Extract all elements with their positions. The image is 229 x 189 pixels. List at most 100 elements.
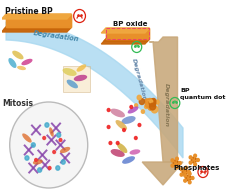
Circle shape	[181, 169, 187, 175]
Circle shape	[151, 102, 154, 105]
Ellipse shape	[129, 149, 140, 155]
Ellipse shape	[76, 64, 86, 72]
Circle shape	[190, 177, 193, 180]
Circle shape	[145, 101, 150, 108]
Circle shape	[188, 156, 191, 159]
Circle shape	[107, 125, 109, 129]
Circle shape	[149, 99, 155, 107]
Bar	[105, 28, 149, 39]
Polygon shape	[101, 39, 149, 44]
Text: Degradation: Degradation	[164, 83, 168, 127]
Ellipse shape	[66, 80, 78, 88]
Circle shape	[139, 99, 144, 105]
Circle shape	[149, 100, 152, 103]
Circle shape	[188, 172, 190, 175]
Ellipse shape	[110, 149, 124, 157]
Text: Pristine BP: Pristine BP	[5, 8, 52, 16]
Circle shape	[57, 133, 60, 137]
Circle shape	[149, 103, 155, 110]
Polygon shape	[105, 28, 149, 39]
Circle shape	[107, 108, 109, 112]
Circle shape	[146, 98, 153, 106]
Ellipse shape	[33, 159, 43, 165]
Circle shape	[170, 164, 173, 167]
Text: Mitosis: Mitosis	[2, 98, 33, 108]
Polygon shape	[4, 27, 71, 29]
Circle shape	[56, 166, 60, 170]
Polygon shape	[6, 22, 182, 158]
Text: BP
quantum dot: BP quantum dot	[180, 88, 225, 100]
Circle shape	[183, 179, 186, 182]
Ellipse shape	[127, 106, 138, 114]
Circle shape	[116, 142, 119, 145]
Bar	[63, 66, 90, 92]
Circle shape	[183, 174, 186, 177]
Circle shape	[184, 175, 187, 178]
Circle shape	[175, 157, 177, 160]
Circle shape	[141, 110, 144, 113]
Circle shape	[193, 154, 196, 157]
Ellipse shape	[22, 133, 32, 143]
Circle shape	[179, 173, 182, 176]
Circle shape	[144, 105, 147, 108]
Polygon shape	[105, 28, 149, 39]
Ellipse shape	[12, 51, 23, 59]
Circle shape	[188, 181, 190, 184]
Circle shape	[151, 106, 157, 113]
Circle shape	[129, 105, 132, 108]
Circle shape	[25, 156, 29, 160]
Circle shape	[45, 123, 49, 127]
Polygon shape	[2, 27, 71, 32]
Ellipse shape	[49, 127, 54, 137]
Ellipse shape	[60, 147, 70, 153]
Circle shape	[31, 143, 35, 147]
Ellipse shape	[121, 116, 135, 124]
Polygon shape	[149, 37, 177, 162]
Circle shape	[175, 166, 177, 169]
Text: BP oxide: BP oxide	[113, 21, 147, 27]
Polygon shape	[6, 14, 71, 27]
Circle shape	[151, 98, 155, 103]
Ellipse shape	[110, 109, 124, 117]
Ellipse shape	[115, 120, 127, 130]
Circle shape	[136, 95, 141, 100]
Ellipse shape	[21, 59, 33, 65]
Circle shape	[134, 136, 136, 139]
Circle shape	[188, 161, 191, 164]
Circle shape	[170, 159, 173, 162]
Circle shape	[35, 159, 37, 161]
Ellipse shape	[17, 66, 26, 70]
Polygon shape	[142, 162, 182, 185]
Ellipse shape	[8, 58, 16, 68]
Circle shape	[10, 102, 87, 188]
Circle shape	[187, 170, 189, 174]
Polygon shape	[2, 14, 71, 19]
Circle shape	[53, 150, 55, 153]
Circle shape	[178, 161, 180, 164]
Circle shape	[61, 160, 65, 164]
Text: Degradation: Degradation	[33, 30, 79, 42]
Polygon shape	[6, 14, 71, 27]
Circle shape	[179, 168, 182, 171]
Circle shape	[109, 142, 111, 145]
Circle shape	[134, 104, 137, 107]
Circle shape	[185, 175, 190, 181]
Ellipse shape	[117, 143, 127, 153]
Circle shape	[155, 100, 158, 104]
Circle shape	[144, 99, 148, 103]
Circle shape	[184, 166, 187, 169]
Circle shape	[196, 159, 199, 161]
Text: Degradation: Degradation	[131, 58, 147, 102]
Circle shape	[48, 167, 51, 170]
Circle shape	[38, 168, 41, 172]
Circle shape	[147, 104, 153, 110]
Circle shape	[43, 136, 45, 139]
Circle shape	[193, 163, 196, 166]
Circle shape	[137, 123, 140, 126]
Polygon shape	[103, 39, 149, 42]
Ellipse shape	[62, 68, 76, 76]
Circle shape	[148, 99, 155, 106]
Circle shape	[145, 101, 152, 108]
Text: Phosphates: Phosphates	[173, 165, 219, 171]
Circle shape	[59, 139, 62, 142]
